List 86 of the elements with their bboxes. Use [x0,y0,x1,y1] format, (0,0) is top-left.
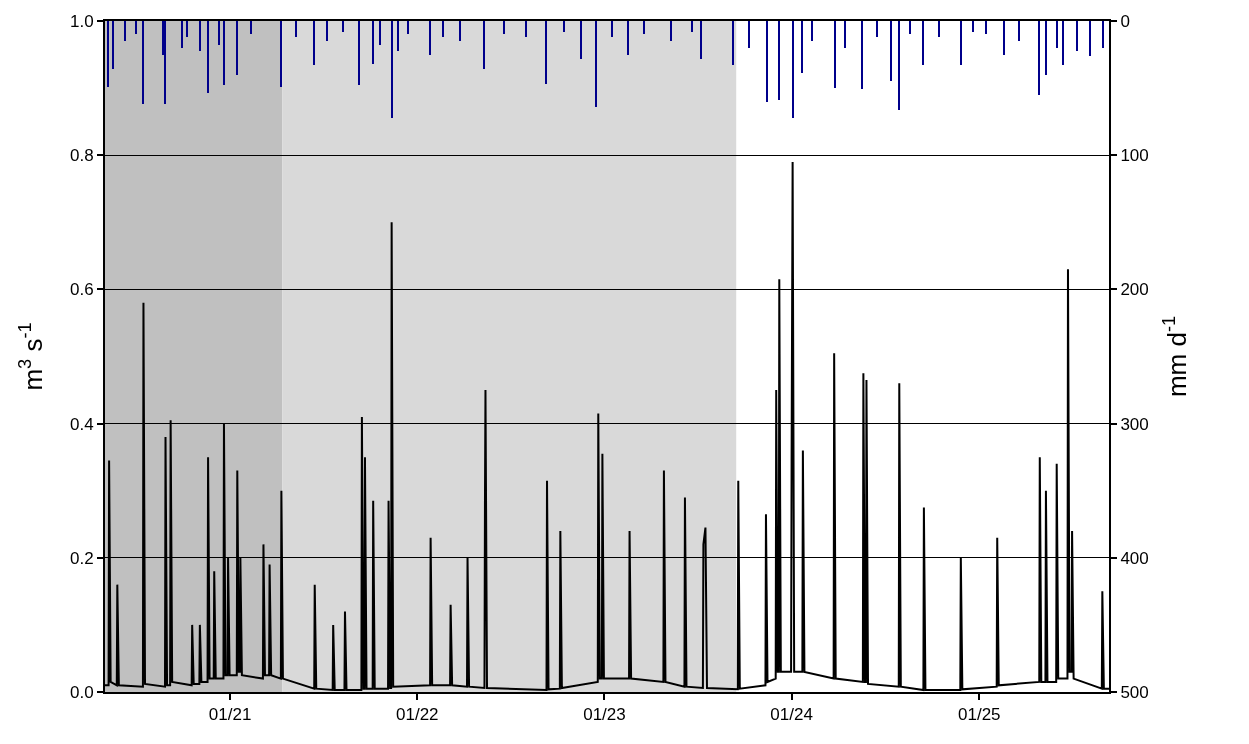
bar [580,21,582,59]
bar [280,21,282,87]
y2-tick-label: 100 [1120,146,1149,166]
x-tick-label: 01/25 [958,705,1001,725]
y-tick-label: 0.8 [69,146,94,166]
bar [1089,21,1091,56]
bar [483,21,485,69]
bar [342,21,344,32]
bar [922,21,924,65]
y-tick-label: 0.4 [69,414,94,434]
bar [164,21,166,104]
bar [792,21,794,118]
bar [391,21,393,118]
bar [811,21,813,41]
y-tick-label: 0.6 [69,280,94,300]
bar [1062,21,1064,65]
bar [372,21,374,64]
bar [748,21,750,48]
bar [643,21,645,34]
bar [112,21,114,69]
y-tick-label: 1.0 [69,11,94,31]
bar [1038,21,1040,95]
bar [700,21,702,59]
bar [135,21,137,34]
bar [207,21,209,93]
bar [1003,21,1005,55]
bar [379,21,381,45]
bar [250,21,252,34]
x-tick-label: 01/22 [396,705,439,725]
bar [442,21,444,37]
bar [223,21,225,85]
bar [732,21,734,65]
bar [861,21,863,89]
y2-tick-label: 0 [1120,11,1130,31]
bar [1056,21,1058,48]
bar [397,21,399,51]
bar [909,21,911,34]
bar [876,21,878,37]
bar [898,21,900,110]
bar [834,21,836,88]
bar [326,21,328,41]
bar [1018,21,1020,41]
bar [236,21,238,75]
bar [218,21,220,45]
y2-tick-label: 200 [1120,280,1149,300]
bar [124,21,126,41]
bar [429,21,431,55]
bar [313,21,315,65]
x-tick-label: 01/21 [208,705,252,725]
y-tick-label: 0.2 [69,548,94,568]
y2-tick-label: 300 [1120,414,1149,434]
bar [295,21,297,37]
bar [938,21,940,37]
bar [181,21,183,48]
y2-tick-label: 500 [1120,682,1149,702]
bar [985,21,987,34]
bar [972,21,974,32]
bar [766,21,768,102]
bar [186,21,188,37]
y-tick-label: 0.0 [69,682,94,702]
bar [844,21,846,48]
bar [691,21,693,32]
bar [358,21,360,85]
bar [670,21,672,41]
bar [503,21,505,34]
bar [545,21,547,84]
bar [611,21,613,37]
bar [778,21,780,100]
bar [199,21,201,51]
bar [960,21,962,65]
bar [107,21,109,87]
bar [525,21,527,37]
x-tick-label: 01/23 [583,705,626,725]
bar [801,21,803,73]
bar [563,21,565,32]
bar [1045,21,1047,75]
bar [1076,21,1078,51]
bar [890,21,892,81]
bar [627,21,629,55]
bar [1102,21,1104,48]
bar [595,21,597,107]
bar [407,21,409,34]
bar [142,21,144,104]
x-tick-label: 01/24 [770,705,813,725]
y2-tick-label: 400 [1120,548,1149,568]
bar [459,21,461,41]
